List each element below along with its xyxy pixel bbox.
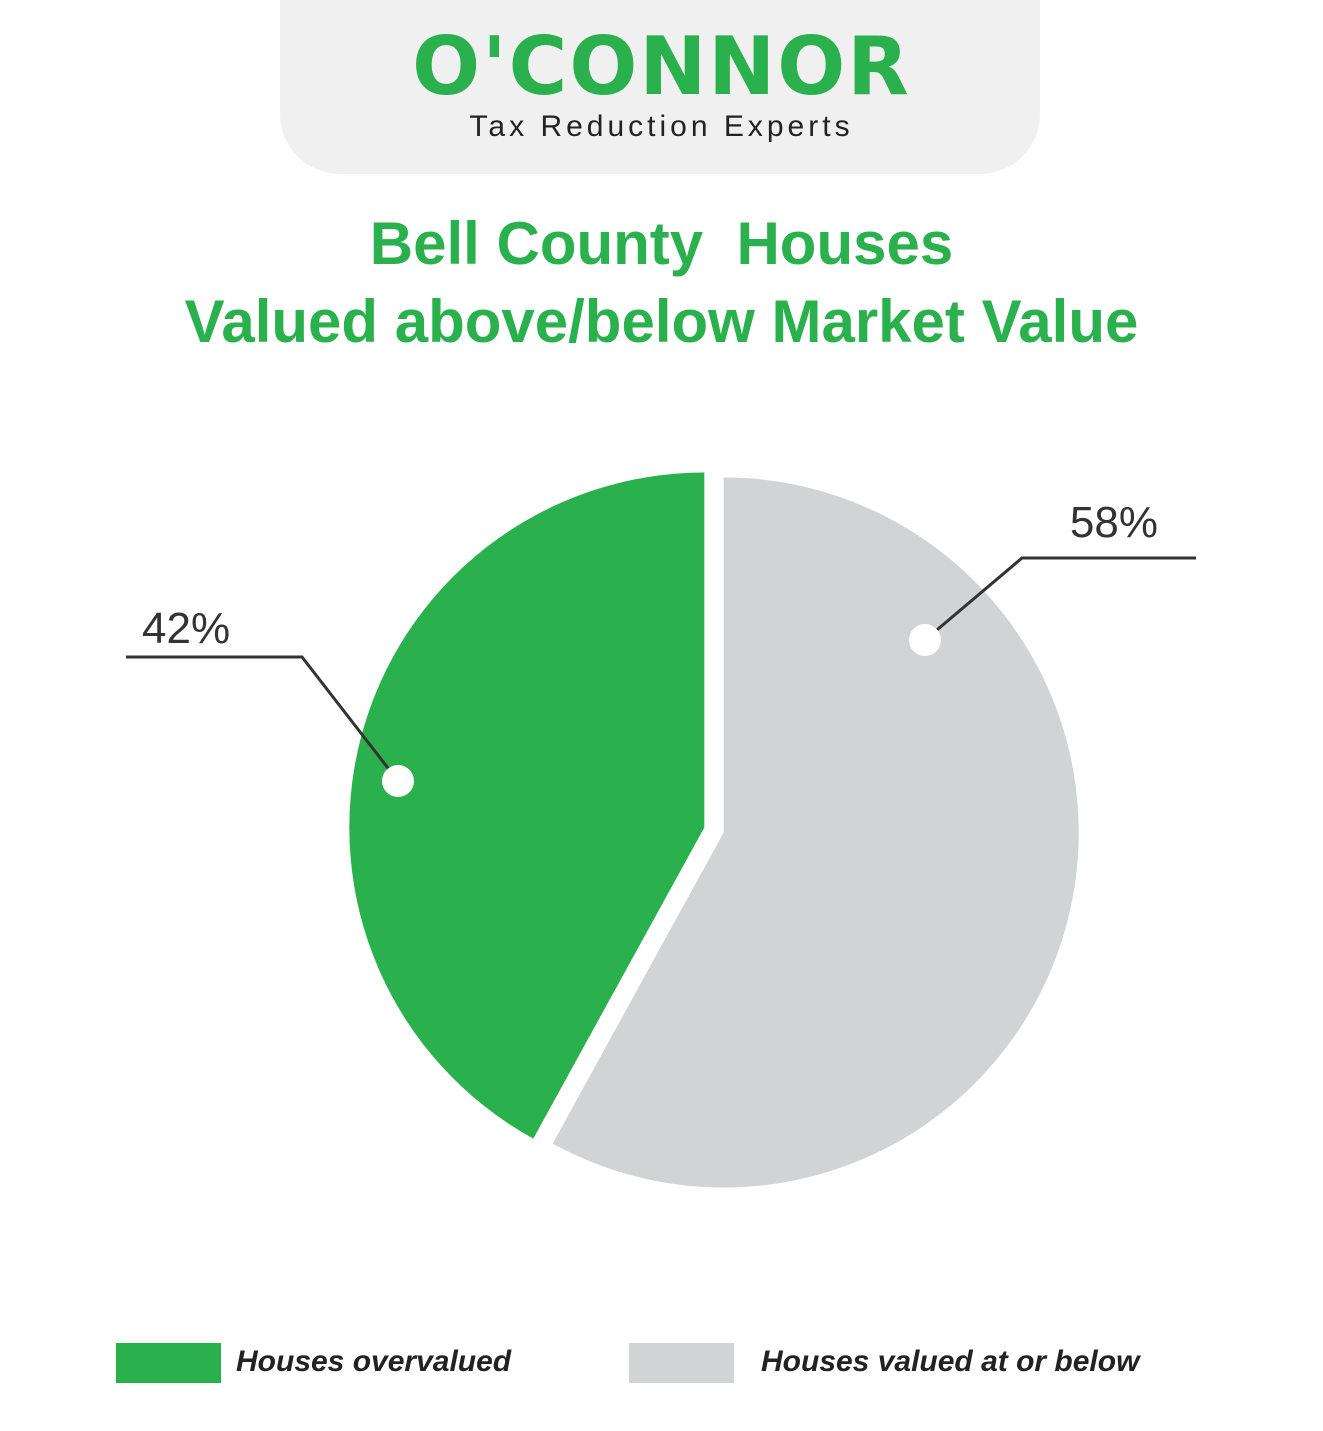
leader-line-houses-overvalued (126, 655, 400, 782)
leader-dot-houses-overvalued (382, 765, 414, 797)
legend-swatch-overvalued (116, 1343, 221, 1383)
logo-background (280, 0, 1040, 174)
legend-label-overvalued: Houses overvalued (236, 1345, 512, 1378)
chart-title: Bell County Houses Valued above/below Ma… (0, 205, 1323, 361)
legend-swatch-valued-at-or-below (629, 1343, 734, 1383)
legend-label-valued-at-or-below: Houses valued at or below (761, 1345, 1140, 1378)
leader-line-houses-valued-at-or-below (924, 556, 1196, 642)
logo-wordmark: O'CONNOR (412, 20, 911, 113)
pie-slice-houses-overvalued (349, 472, 705, 1139)
data-label-houses-overvalued: 42% (142, 604, 230, 653)
data-label-houses-valued-at-or-below: 58% (1070, 498, 1158, 547)
logo-tagline: Tax Reduction Experts (469, 110, 854, 143)
pie-slice-houses-valued-at-or-below (552, 477, 1079, 1188)
leader-dot-houses-valued-at-or-below (909, 624, 941, 656)
chart-title-line-1: Bell County Houses (369, 210, 954, 277)
chart-title-line-2: Valued above/below Market Value (184, 288, 1139, 355)
